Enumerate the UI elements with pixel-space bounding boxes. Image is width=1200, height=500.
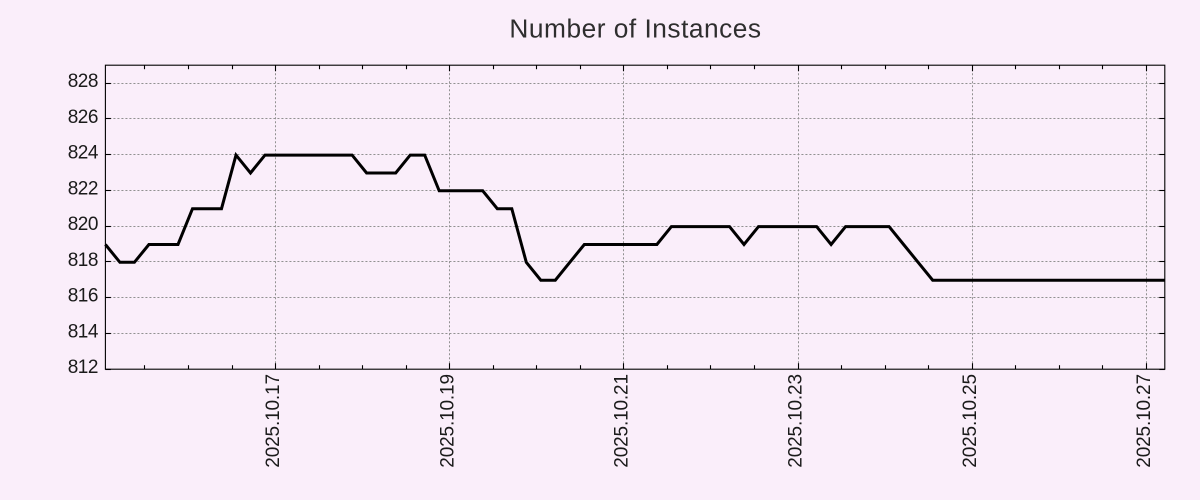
svg-text:818: 818 [68,250,98,271]
svg-text:2025.10.27: 2025.10.27 [1134,374,1155,468]
svg-text:826: 826 [68,107,98,128]
svg-text:2025.10.19: 2025.10.19 [437,374,458,468]
svg-text:820: 820 [68,214,98,235]
svg-text:Number of Instances: Number of Instances [509,14,761,44]
svg-text:812: 812 [68,357,98,378]
svg-text:2025.10.17: 2025.10.17 [263,374,284,468]
svg-text:2025.10.25: 2025.10.25 [960,374,981,468]
svg-text:2025.10.23: 2025.10.23 [786,374,807,468]
svg-text:814: 814 [68,321,99,342]
svg-text:2025.10.21: 2025.10.21 [612,374,633,468]
svg-text:816: 816 [68,286,98,307]
svg-text:822: 822 [68,178,98,199]
svg-text:828: 828 [68,71,98,92]
svg-text:824: 824 [68,143,99,164]
